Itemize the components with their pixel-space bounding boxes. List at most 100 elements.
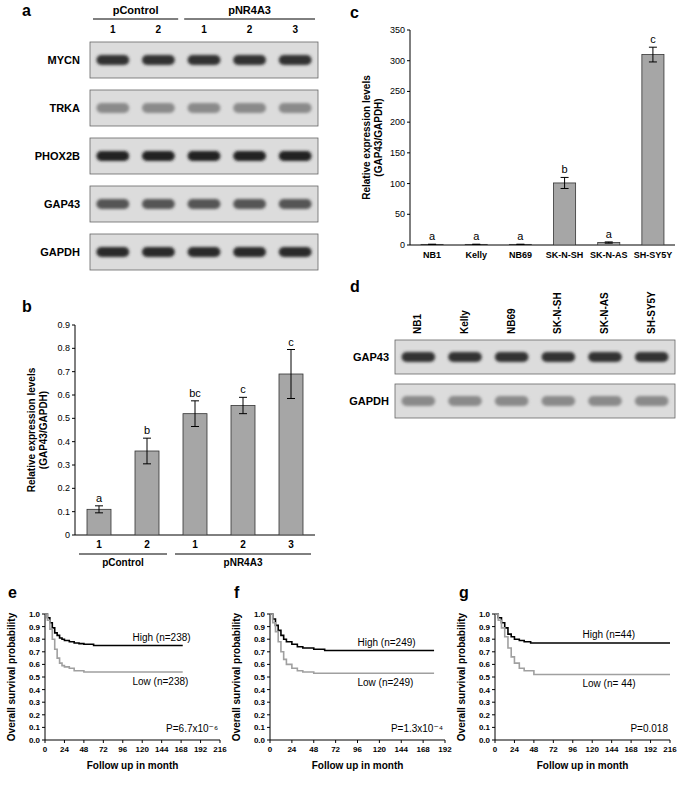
- error-cap: [649, 47, 657, 48]
- lane-label: 3: [292, 24, 298, 35]
- p-value: P=1.3x10⁻⁴: [391, 723, 443, 734]
- error-cap: [649, 61, 657, 62]
- error-cap: [472, 244, 480, 245]
- band: [448, 396, 482, 406]
- x-tick-label: 192: [438, 745, 452, 754]
- band: [142, 103, 175, 113]
- y-tick-label: 200: [390, 117, 405, 127]
- x-tick-label: SH-SY5Y: [634, 250, 673, 260]
- x-tick: [401, 740, 402, 743]
- y-tick: [267, 651, 270, 652]
- y-tick: [492, 626, 495, 627]
- lane-label: SK-N-AS: [599, 292, 610, 334]
- significance-letter: b: [562, 163, 568, 175]
- band: [96, 151, 129, 161]
- error-cap: [472, 244, 480, 245]
- y-tick-label: 100: [390, 179, 405, 189]
- p-value: P=0.018: [630, 723, 668, 734]
- band: [142, 151, 175, 161]
- x-axis-title: Follow up in month: [87, 760, 179, 771]
- x-tick: [670, 740, 671, 743]
- y-axis-title: Relative expression levels: [361, 75, 372, 200]
- y-tick: [267, 664, 270, 665]
- band: [542, 396, 576, 406]
- x-tick: [270, 740, 271, 743]
- group-label: pNR4A3: [224, 557, 263, 568]
- error-cap: [287, 398, 295, 399]
- error-cap: [428, 244, 436, 245]
- x-tick: [83, 740, 84, 743]
- x-tick-label: 144: [395, 745, 409, 754]
- band: [188, 247, 221, 257]
- error-bar: [561, 177, 569, 188]
- significance-letter: c: [288, 336, 294, 348]
- group-line: [93, 19, 178, 20]
- lane-label: 2: [156, 24, 162, 35]
- error-bar: [239, 397, 247, 413]
- x-axis-title: Follow up in month: [537, 760, 629, 771]
- y-tick-label: 0: [65, 530, 70, 540]
- y-tick: [72, 488, 75, 489]
- error-line: [147, 438, 148, 464]
- error-cap: [605, 241, 613, 242]
- y-tick: [407, 30, 410, 31]
- x-tick: [650, 740, 651, 743]
- band: [279, 103, 312, 113]
- y-tick: [72, 465, 75, 466]
- x-tick: [64, 740, 65, 743]
- error-cap: [428, 244, 436, 245]
- lane-label: NB1: [412, 314, 423, 334]
- significance-letter: b: [144, 424, 150, 436]
- x-tick-label: 48: [529, 745, 538, 754]
- x-tick-label: NB69: [509, 250, 532, 260]
- blot-strip: [90, 234, 318, 270]
- x-tick-label: 96: [353, 745, 362, 754]
- band: [495, 352, 529, 362]
- y-tick-label: 0.3: [57, 460, 70, 470]
- band: [588, 352, 622, 362]
- y-tick: [72, 441, 75, 442]
- x-tick-label: 3: [288, 539, 294, 550]
- lane-label: SH-SY5Y: [646, 291, 657, 334]
- error-bar: [191, 401, 199, 427]
- panel-letter: a: [22, 2, 31, 19]
- band: [96, 103, 129, 113]
- y-tick-label: 0.0: [29, 736, 41, 745]
- y-tick: [72, 371, 75, 372]
- x-tick-label: 1: [192, 539, 198, 550]
- x-tick-label: 144: [605, 745, 619, 754]
- blot-strip: [90, 90, 318, 126]
- x-tick-label: Kelly: [465, 250, 487, 260]
- survival-curve: [495, 614, 670, 643]
- y-tick: [42, 714, 45, 715]
- y-tick-label: 0.2: [479, 711, 491, 720]
- x-tick-label: 24: [287, 745, 296, 754]
- bar: [183, 414, 207, 535]
- blot-strip: [90, 42, 318, 78]
- bar: [642, 55, 664, 245]
- error-bar: [428, 244, 436, 245]
- series-label: High (n=249): [358, 637, 416, 648]
- blot-strip: [395, 384, 675, 418]
- y-tick: [267, 639, 270, 640]
- x-axis: [45, 740, 220, 741]
- band: [635, 396, 669, 406]
- y-axis-title: (GAP43/GAPDH): [373, 98, 384, 176]
- y-axis: [410, 30, 411, 245]
- x-tick-label: 96: [568, 745, 577, 754]
- membrane: [90, 138, 318, 174]
- y-tick-label: 0.7: [29, 648, 41, 657]
- x-tick-label: 120: [136, 745, 150, 754]
- x-tick: [142, 740, 143, 743]
- x-tick: [379, 740, 380, 743]
- y-tick-label: 1.0: [29, 610, 41, 619]
- x-tick: [445, 740, 446, 743]
- y-tick-label: 1.0: [254, 610, 266, 619]
- y-axis-title: Relative expression levels: [26, 367, 37, 492]
- y-tick-label: 0.4: [254, 686, 266, 695]
- band: [635, 352, 669, 362]
- x-tick: [611, 740, 612, 743]
- y-tick-label: 0.6: [29, 660, 41, 669]
- bar: [135, 451, 159, 535]
- error-bar: [472, 244, 480, 245]
